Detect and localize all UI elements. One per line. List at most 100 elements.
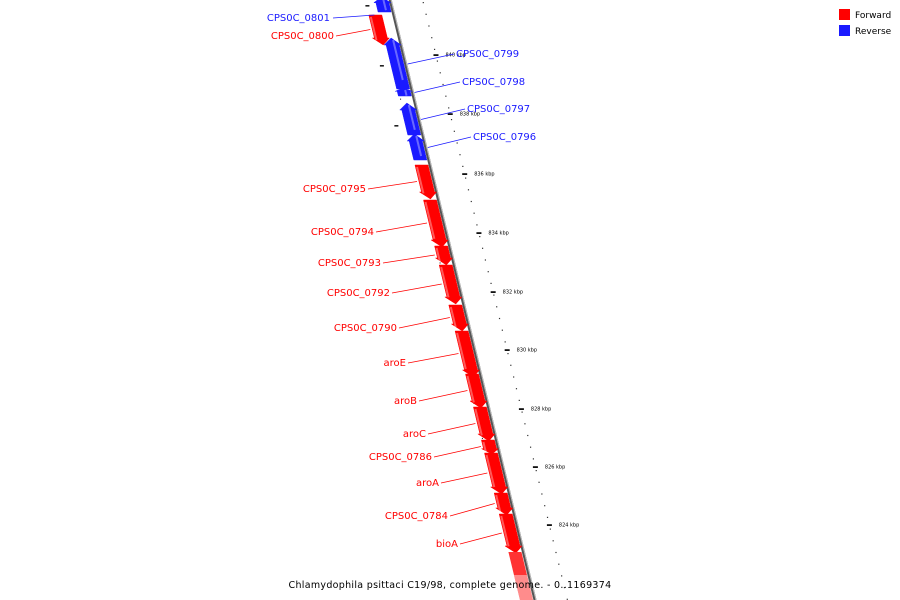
ruler-dot [490, 282, 492, 284]
gene-arrow-aroa[interactable] [484, 452, 509, 495]
ruler-dot [518, 399, 520, 401]
ruler-dot [513, 376, 515, 378]
gene-shine [485, 454, 496, 488]
leader-line [335, 29, 371, 37]
ruler-dot [442, 83, 444, 86]
ruler-dot [436, 60, 439, 62]
gene-label-cps0c-0796: CPS0C_0796 [473, 132, 536, 143]
gene-arrow-cps0c-0800[interactable] [368, 14, 390, 46]
ruler-dot [462, 165, 464, 167]
gene-arrow-cps0c-0793[interactable] [434, 245, 454, 266]
tick-mark [433, 54, 439, 56]
ruler-dot [431, 37, 433, 39]
ruler-dot [507, 353, 509, 355]
tick-mark [518, 408, 524, 410]
ruler-dot [487, 271, 489, 273]
tick-mark [490, 291, 496, 293]
leader-line [332, 14, 375, 19]
gene-shine [456, 332, 467, 370]
gene-shine [482, 441, 487, 453]
gene-label-cps0c-0793: CPS0C_0793 [318, 258, 381, 269]
ruler-dot [515, 388, 518, 390]
inner-dot [400, 98, 402, 100]
gene-labels: CPS0C_0801 CPS0C_0800 CPS0C_0799 CPS0C_0798… [267, 13, 536, 550]
tick-mark [504, 349, 510, 351]
tick-mark [476, 232, 482, 234]
tick-label: 830 kbp [517, 348, 537, 354]
ruler-dot [510, 364, 512, 366]
gene-label-arob: aroB [394, 396, 417, 407]
gene-arrow-arob[interactable] [465, 373, 488, 409]
genome-caption: Chlamydophila psittaci C19/98, complete … [289, 580, 612, 591]
ruler-dot [529, 446, 532, 448]
ruler-dot [470, 200, 472, 203]
gene-arrow-bioa[interactable] [498, 513, 523, 554]
ruler-dot [541, 493, 543, 495]
gene-arrow-cps0c-0801[interactable] [373, 0, 392, 13]
leader-line [375, 222, 428, 233]
gene-label-cps0c-0784: CPS0C_0784 [385, 511, 448, 522]
ruler-dot [552, 540, 554, 542]
gene-shine [392, 39, 404, 81]
gene-arrow-aroc[interactable] [473, 406, 496, 442]
gene-label-cps0c-0792: CPS0C_0792 [327, 288, 390, 299]
gene-arrow-cps0c-0798[interactable] [395, 87, 413, 97]
gene-label-cps0c-0800: CPS0C_0800 [271, 31, 334, 42]
gene-shine [415, 135, 423, 157]
gene-label-cps0c-0799: CPS0C_0799 [456, 49, 519, 60]
gene-arrow-cps0c-0794[interactable] [423, 199, 449, 248]
ruler-dot [476, 224, 478, 226]
gene-shine [474, 408, 483, 436]
gene-arrow-cps0c-0784[interactable] [493, 492, 514, 516]
ruler-dash [365, 5, 370, 7]
gene-shine [382, 0, 387, 11]
tick-label: 824 kbp [559, 523, 579, 529]
legend-swatch-forward [839, 9, 850, 20]
ruler-dot [445, 95, 447, 97]
gene-shine [416, 166, 425, 194]
gene-arrow-aroe[interactable] [454, 330, 481, 378]
ruler-dot [450, 119, 453, 121]
gene-arrow-cps0c-0796[interactable] [406, 133, 428, 161]
gene-track[interactable] [368, 0, 533, 600]
tick-label: 826 kbp [545, 465, 565, 471]
legend-label-forward: Forward [855, 11, 891, 21]
gene-arrow-cps0c-0786[interactable] [481, 439, 500, 455]
ruler-dot [563, 587, 566, 589]
gene-shine [407, 104, 416, 131]
tick-mark [462, 173, 468, 175]
gene-label-cps0c-0798: CPS0C_0798 [462, 77, 525, 88]
gene-arrow-cps0c-0792[interactable] [438, 264, 463, 305]
ruler-dot [561, 575, 563, 577]
gene-shine [424, 201, 436, 240]
ruler-dot [498, 317, 501, 320]
inner-dot [481, 437, 483, 439]
ruler-dot [532, 458, 535, 460]
gene-arrow-cps0c-0795[interactable] [414, 164, 438, 200]
gene-arrow-cps0c-0790[interactable] [448, 304, 469, 332]
tick-mark [532, 466, 538, 468]
leader-line [414, 81, 461, 93]
leader-line [391, 283, 442, 294]
leader-line [407, 53, 455, 65]
tick-mark [546, 524, 552, 526]
ruler-dot [459, 154, 461, 156]
leader-line [449, 503, 495, 517]
ruler-dot [566, 598, 568, 600]
ruler-dot [439, 72, 441, 74]
gene-shine [500, 515, 510, 547]
ruler-dot [527, 434, 529, 437]
ruler-dot [546, 516, 549, 518]
ruler-dot [465, 177, 467, 179]
ruler-dot [484, 259, 487, 261]
leader-line [367, 181, 418, 190]
backbone-highlight [390, 0, 537, 600]
gene-label-cps0c-0797: CPS0C_0797 [467, 104, 530, 115]
tick-label: 838 kbp [460, 112, 480, 118]
tick-label: 834 kbp [488, 231, 508, 237]
gene-label-aroe: aroE [384, 358, 406, 369]
ruler-dot [549, 528, 551, 530]
legend: Forward Reverse [839, 9, 892, 37]
ruler-dot [481, 247, 484, 249]
